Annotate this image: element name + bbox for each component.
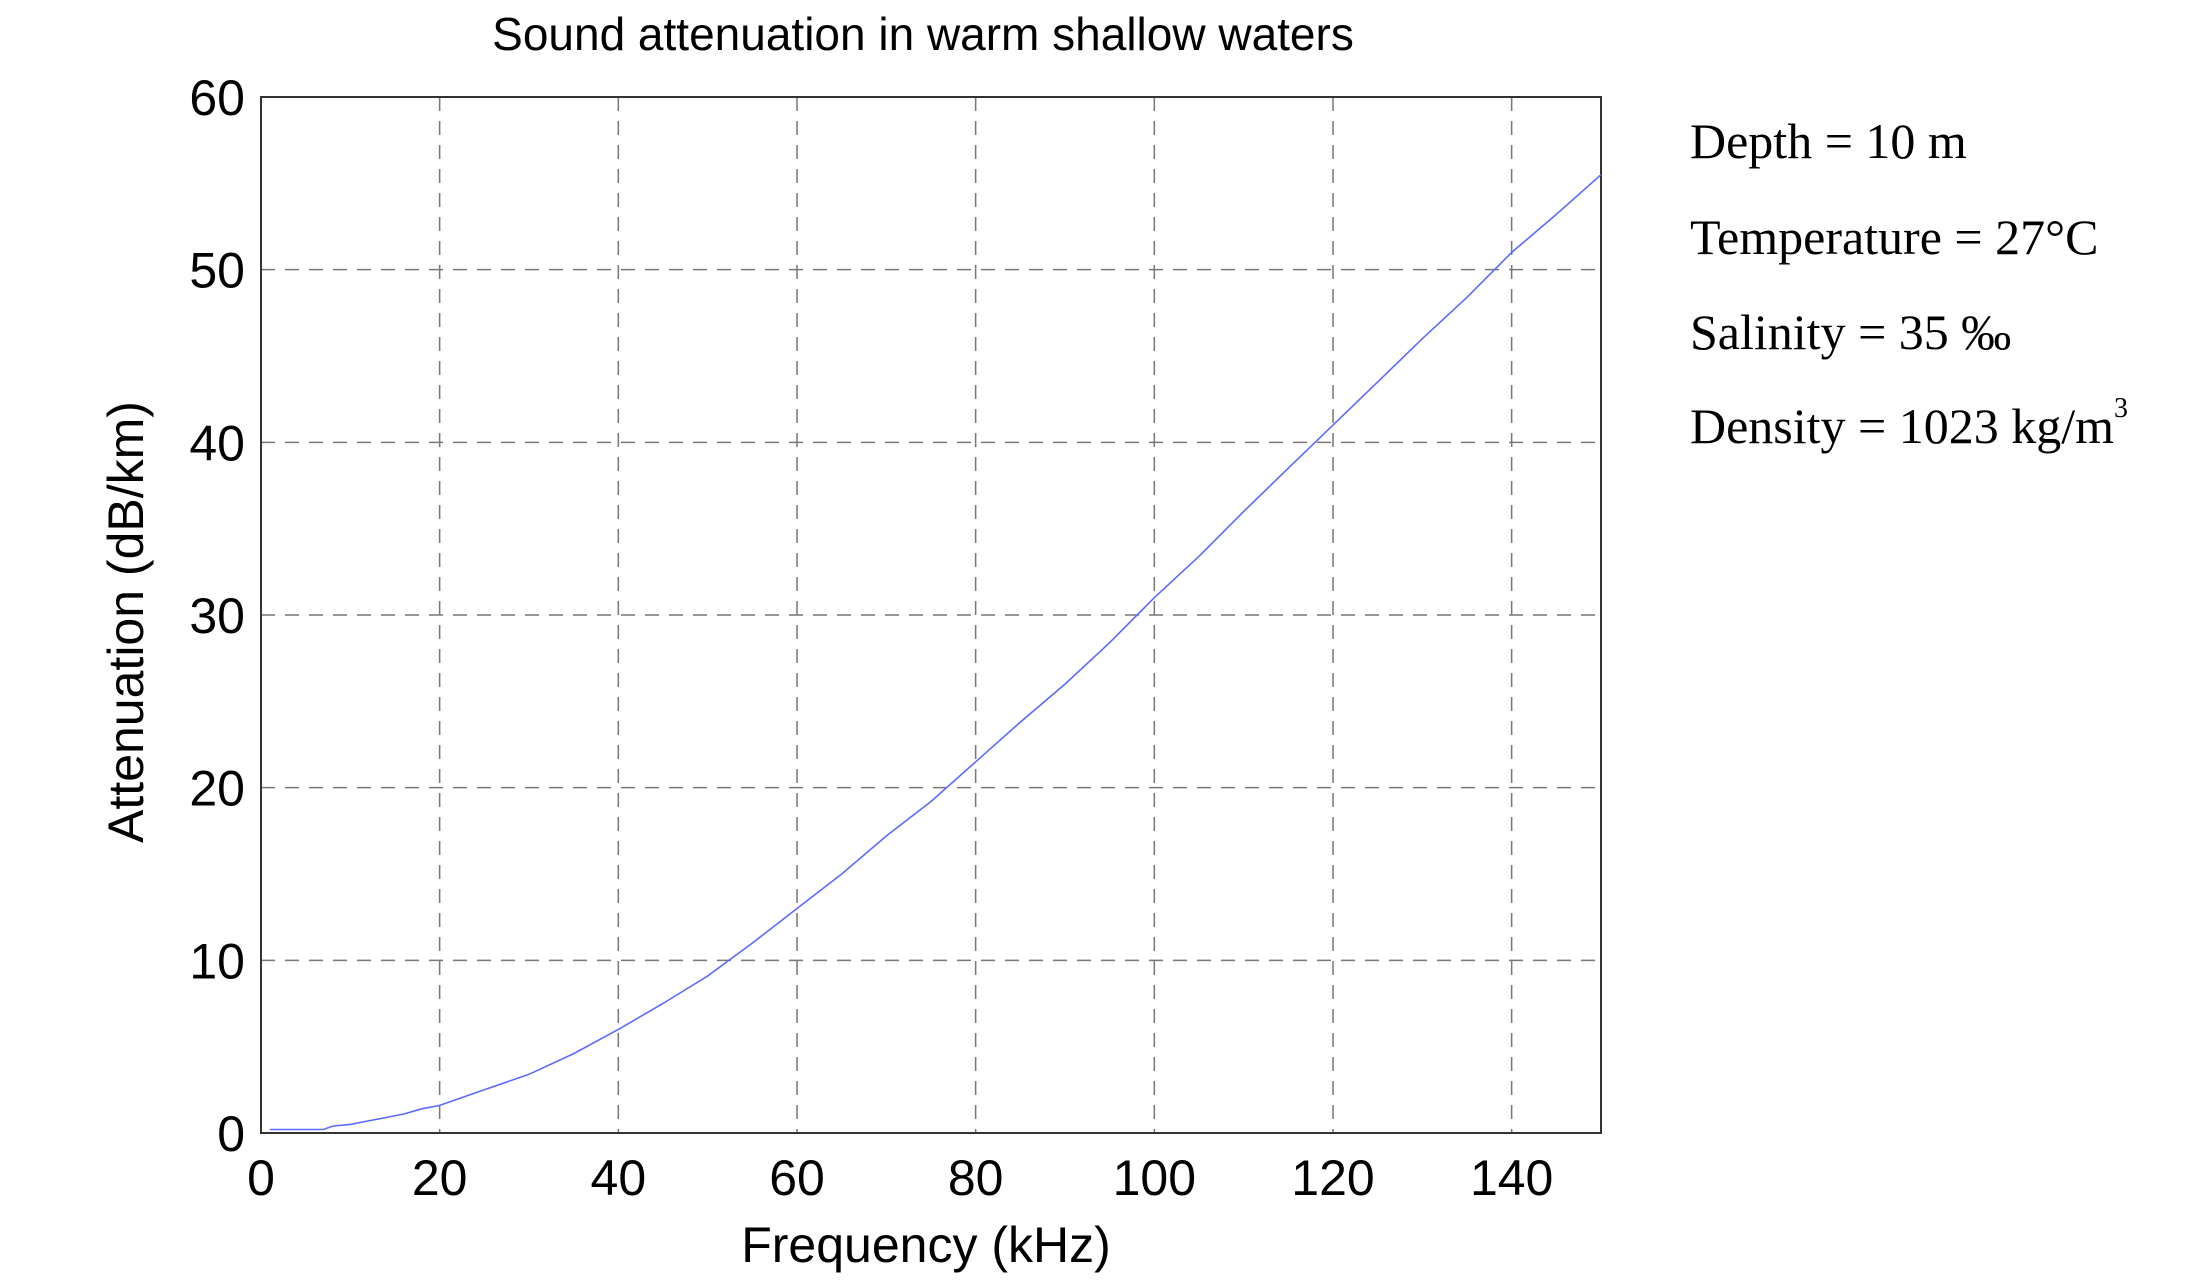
y-axis-label: Attenuation (dB/km) xyxy=(98,401,154,843)
y-tick-label: 60 xyxy=(189,70,245,126)
chart-title: Sound attenuation in warm shallow waters xyxy=(492,8,1354,60)
y-tick-label: 0 xyxy=(217,1106,245,1162)
y-tick-label: 30 xyxy=(189,588,245,644)
annotation-density-text: Density = 1023 kg/m xyxy=(1690,398,2115,454)
y-tick-label: 10 xyxy=(189,933,245,989)
x-tick-label: 140 xyxy=(1470,1150,1553,1206)
x-axis-label: Frequency (kHz) xyxy=(741,1217,1111,1273)
annotation-salinity: Salinity = 35 ‰ xyxy=(1690,304,2012,360)
y-tick-label: 40 xyxy=(189,415,245,471)
grid xyxy=(261,97,1601,1133)
attenuation-series-line xyxy=(269,174,1602,1131)
annotation-density: Density = 1023 kg/m3 xyxy=(1690,393,2128,455)
tick-labels: 0 20 40 60 80 100 120 140 0 10 20 30 40 50 60 xyxy=(189,70,1553,1206)
x-tick-label: 80 xyxy=(948,1150,1004,1206)
x-tick-label: 120 xyxy=(1291,1150,1374,1206)
x-tick-label: 0 xyxy=(247,1150,275,1206)
annotation-density-superscript: 3 xyxy=(2114,393,2129,424)
y-tick-label: 20 xyxy=(189,761,245,817)
plot-area-frame xyxy=(260,96,1602,1134)
y-tick-label: 50 xyxy=(189,243,245,299)
x-tick-label: 60 xyxy=(769,1150,825,1206)
annotation-depth: Depth = 10 m xyxy=(1690,113,1967,169)
x-tick-label: 100 xyxy=(1113,1150,1196,1206)
x-tick-label: 40 xyxy=(591,1150,647,1206)
annotation-temperature: Temperature = 27°C xyxy=(1690,209,2099,265)
x-tick-label: 20 xyxy=(412,1150,468,1206)
